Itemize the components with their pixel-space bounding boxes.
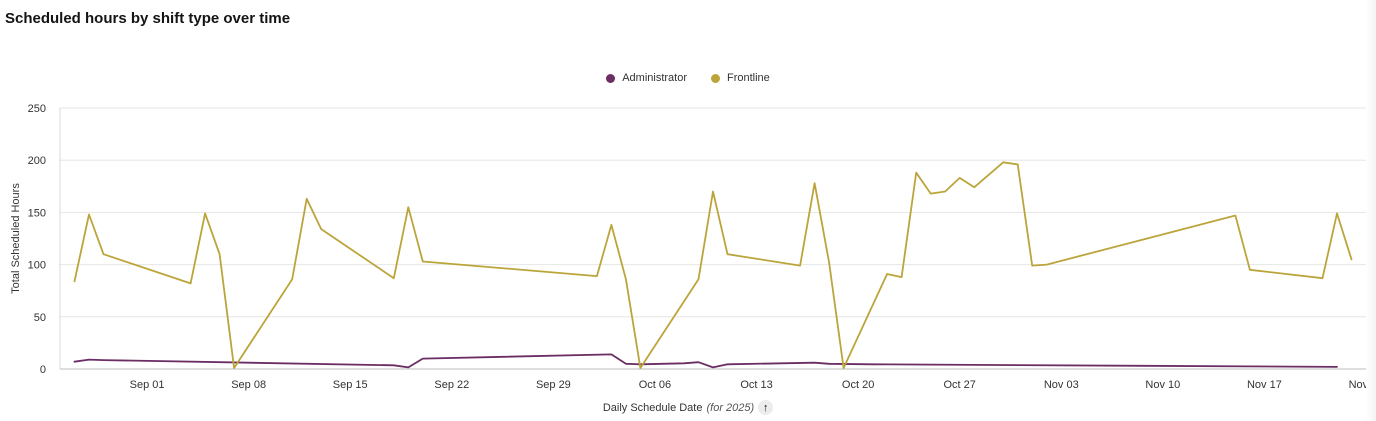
y-tick-label: 200 xyxy=(28,155,46,167)
series-line-administrator xyxy=(73,353,1338,369)
legend-dot-administrator xyxy=(606,73,616,83)
legend-label-administrator: Administrator xyxy=(622,72,687,84)
x-tick-label: Oct 06 xyxy=(639,379,671,391)
x-tick-label: Oct 20 xyxy=(842,379,874,391)
x-axis-label: Daily Schedule Date (for 2025) ↑ xyxy=(0,400,1376,415)
arrow-up-icon[interactable]: ↑ xyxy=(758,400,774,415)
legend-item-administrator[interactable]: Administrator xyxy=(606,72,687,84)
x-tick-label: Sep 15 xyxy=(333,379,368,391)
x-tick-label: Sep 22 xyxy=(434,379,469,391)
y-tick-label: 50 xyxy=(34,312,46,324)
x-tick-label: Nov 03 xyxy=(1044,379,1079,391)
y-tick-label: 100 xyxy=(28,260,46,272)
y-tick-label: 0 xyxy=(40,364,46,376)
legend-dot-frontline xyxy=(711,73,720,83)
x-tick-label: Oct 27 xyxy=(943,379,975,391)
x-tick-label: Oct 13 xyxy=(740,379,772,391)
legend-item-frontline[interactable]: Frontline xyxy=(711,72,770,84)
x-axis-label-text: Daily Schedule Date xyxy=(602,401,703,414)
x-tick-label: Sep 01 xyxy=(130,379,165,391)
y-axis-title: Total Scheduled Hours xyxy=(10,183,22,294)
chart-legend: Administrator Frontline xyxy=(0,72,1376,84)
x-tick-label: Sep 29 xyxy=(536,379,571,391)
y-tick-label: 150 xyxy=(28,207,46,219)
x-tick-label: Nov 10 xyxy=(1145,379,1180,391)
scrollbar-track[interactable] xyxy=(1366,0,1376,421)
series-line-frontline xyxy=(73,161,1353,369)
y-tick-label: 250 xyxy=(28,103,46,115)
x-axis-label-suffix: (for 2025) xyxy=(706,401,755,414)
legend-label-frontline: Frontline xyxy=(727,72,770,84)
chart-title: Scheduled hours by shift type over time xyxy=(5,10,291,27)
x-tick-label: Nov 17 xyxy=(1247,379,1282,391)
x-tick-label: Sep 08 xyxy=(231,379,266,391)
